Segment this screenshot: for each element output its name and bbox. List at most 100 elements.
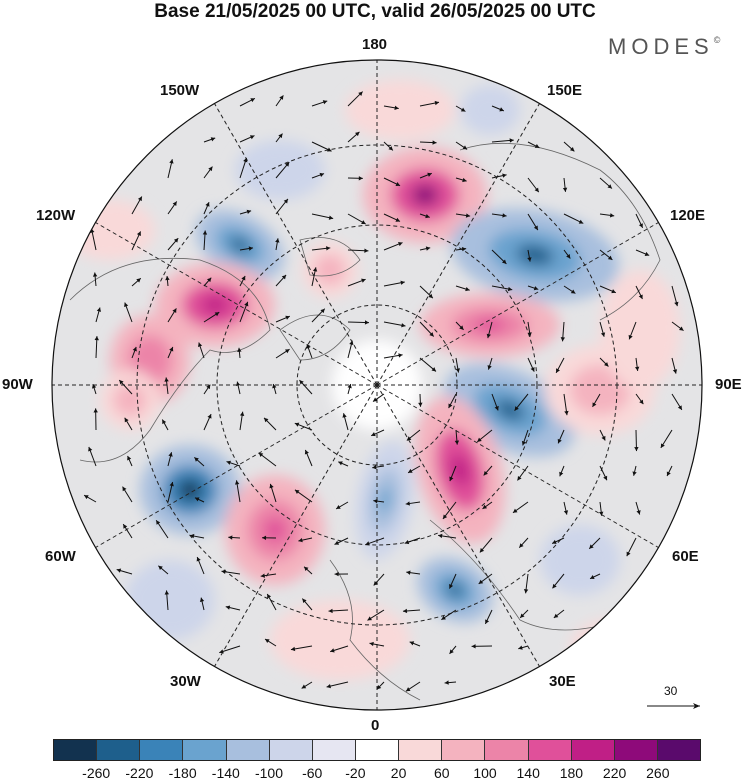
wind-vector xyxy=(419,100,440,107)
wind-vector xyxy=(527,321,532,337)
wind-vector xyxy=(272,383,277,395)
wind-vector xyxy=(269,483,277,503)
modes-logo: MODES© xyxy=(608,34,720,60)
wind-vector xyxy=(527,357,535,372)
wind-vector xyxy=(124,302,133,323)
wind-vector xyxy=(347,278,366,287)
wind-vector xyxy=(383,280,405,287)
wind-vector xyxy=(164,590,169,611)
wind-vector xyxy=(347,213,366,225)
lon-label-120e: 120E xyxy=(670,207,706,224)
wind-vector xyxy=(527,213,539,231)
wind-vector xyxy=(237,347,242,359)
wind-vector xyxy=(527,285,539,291)
wind-vector xyxy=(372,464,385,470)
wind-vector xyxy=(92,272,98,287)
wind-vector xyxy=(311,100,328,107)
wind-vector xyxy=(199,597,205,611)
wind-vector xyxy=(518,537,529,548)
wind-vector xyxy=(419,285,434,299)
wind-vector xyxy=(449,573,457,589)
wind-vector xyxy=(202,230,208,251)
wind-vector xyxy=(225,605,241,611)
wind-vector xyxy=(402,608,421,614)
wind-vector xyxy=(328,608,349,614)
wind-vector xyxy=(660,429,673,449)
wind-vector xyxy=(383,242,403,251)
wind-vector xyxy=(419,357,437,372)
wind-vector xyxy=(311,267,318,287)
wind-vector xyxy=(599,285,617,294)
wind-vector xyxy=(563,249,571,259)
colorbar-tick-label: 60 xyxy=(434,765,450,781)
colorbar-swatch xyxy=(571,740,615,760)
wind-vector xyxy=(635,501,641,515)
colorbar-swatch xyxy=(442,740,486,760)
lon-label-60w: 60W xyxy=(45,548,76,565)
wind-vector xyxy=(563,393,569,416)
wind-vector xyxy=(167,237,179,251)
colorbar-tick-label: -100 xyxy=(254,765,284,781)
wind-vector xyxy=(589,573,601,580)
wind-vector xyxy=(275,348,290,359)
colorbar-swatch xyxy=(485,740,529,760)
wind-vector xyxy=(239,157,248,179)
wind-vector xyxy=(275,161,290,179)
wind-vector xyxy=(449,645,457,655)
wind-vector xyxy=(290,645,313,652)
wind-vector xyxy=(491,105,505,112)
wind-vector xyxy=(116,568,133,575)
wind-vector xyxy=(365,537,385,546)
wind-vector xyxy=(88,446,97,467)
wind-vector xyxy=(347,176,363,181)
lon-label-60e: 60E xyxy=(672,548,699,565)
wind-vector xyxy=(527,249,532,262)
brand-mark: © xyxy=(713,34,721,45)
lon-label-150e: 150E xyxy=(547,82,583,99)
wind-vector xyxy=(299,379,313,395)
wind-vector xyxy=(635,213,644,229)
wind-vector xyxy=(491,285,513,292)
lon-label-90e: 90E xyxy=(715,376,742,393)
wind-vector xyxy=(455,177,467,183)
wind-vector xyxy=(599,465,608,481)
reference-vector-label: 30 xyxy=(664,684,678,698)
wind-vector xyxy=(203,137,216,143)
wind-vector xyxy=(234,480,241,503)
wind-vector xyxy=(419,246,431,251)
lon-label-0: 0 xyxy=(371,717,380,734)
wind-vector xyxy=(635,285,643,300)
wind-vector xyxy=(226,460,241,467)
wind-vector xyxy=(518,645,529,650)
wind-vector xyxy=(83,494,97,503)
wind-vector xyxy=(239,246,254,251)
wind-vector xyxy=(131,277,142,287)
wind-vector xyxy=(527,141,540,149)
wind-vector xyxy=(275,238,280,251)
wind-vector xyxy=(471,644,493,649)
wind-vector xyxy=(418,393,423,407)
wind-vector xyxy=(260,573,277,578)
wind-vector xyxy=(92,383,97,395)
wind-vector xyxy=(258,452,277,467)
lon-label-150w: 150W xyxy=(160,82,200,99)
wind-vector xyxy=(203,201,210,215)
wind-vector xyxy=(235,381,241,395)
wind-vector xyxy=(444,680,457,685)
wind-vector xyxy=(383,321,406,328)
wind-vector xyxy=(131,231,142,251)
colorbar-swatch xyxy=(269,740,313,760)
wind-vector xyxy=(239,411,245,431)
wind-vector xyxy=(634,357,640,371)
wind-vector xyxy=(632,465,637,476)
wind-vector xyxy=(194,497,205,503)
wind-vector xyxy=(93,408,98,431)
wind-vector xyxy=(521,429,529,446)
wind-vector xyxy=(263,417,277,431)
colorbar-swatch xyxy=(97,740,141,760)
wind-vector xyxy=(203,277,212,287)
wind-vector xyxy=(517,465,529,481)
wind-vector xyxy=(635,393,644,405)
wind-vector xyxy=(372,393,385,402)
